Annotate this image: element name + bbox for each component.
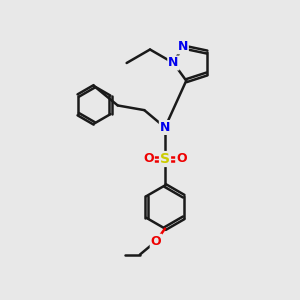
Text: S: S: [160, 152, 170, 166]
Text: N: N: [160, 121, 170, 134]
Text: O: O: [151, 235, 161, 248]
Text: N: N: [178, 40, 188, 53]
Text: O: O: [176, 152, 187, 166]
Text: N: N: [168, 56, 178, 70]
Text: O: O: [143, 152, 154, 166]
